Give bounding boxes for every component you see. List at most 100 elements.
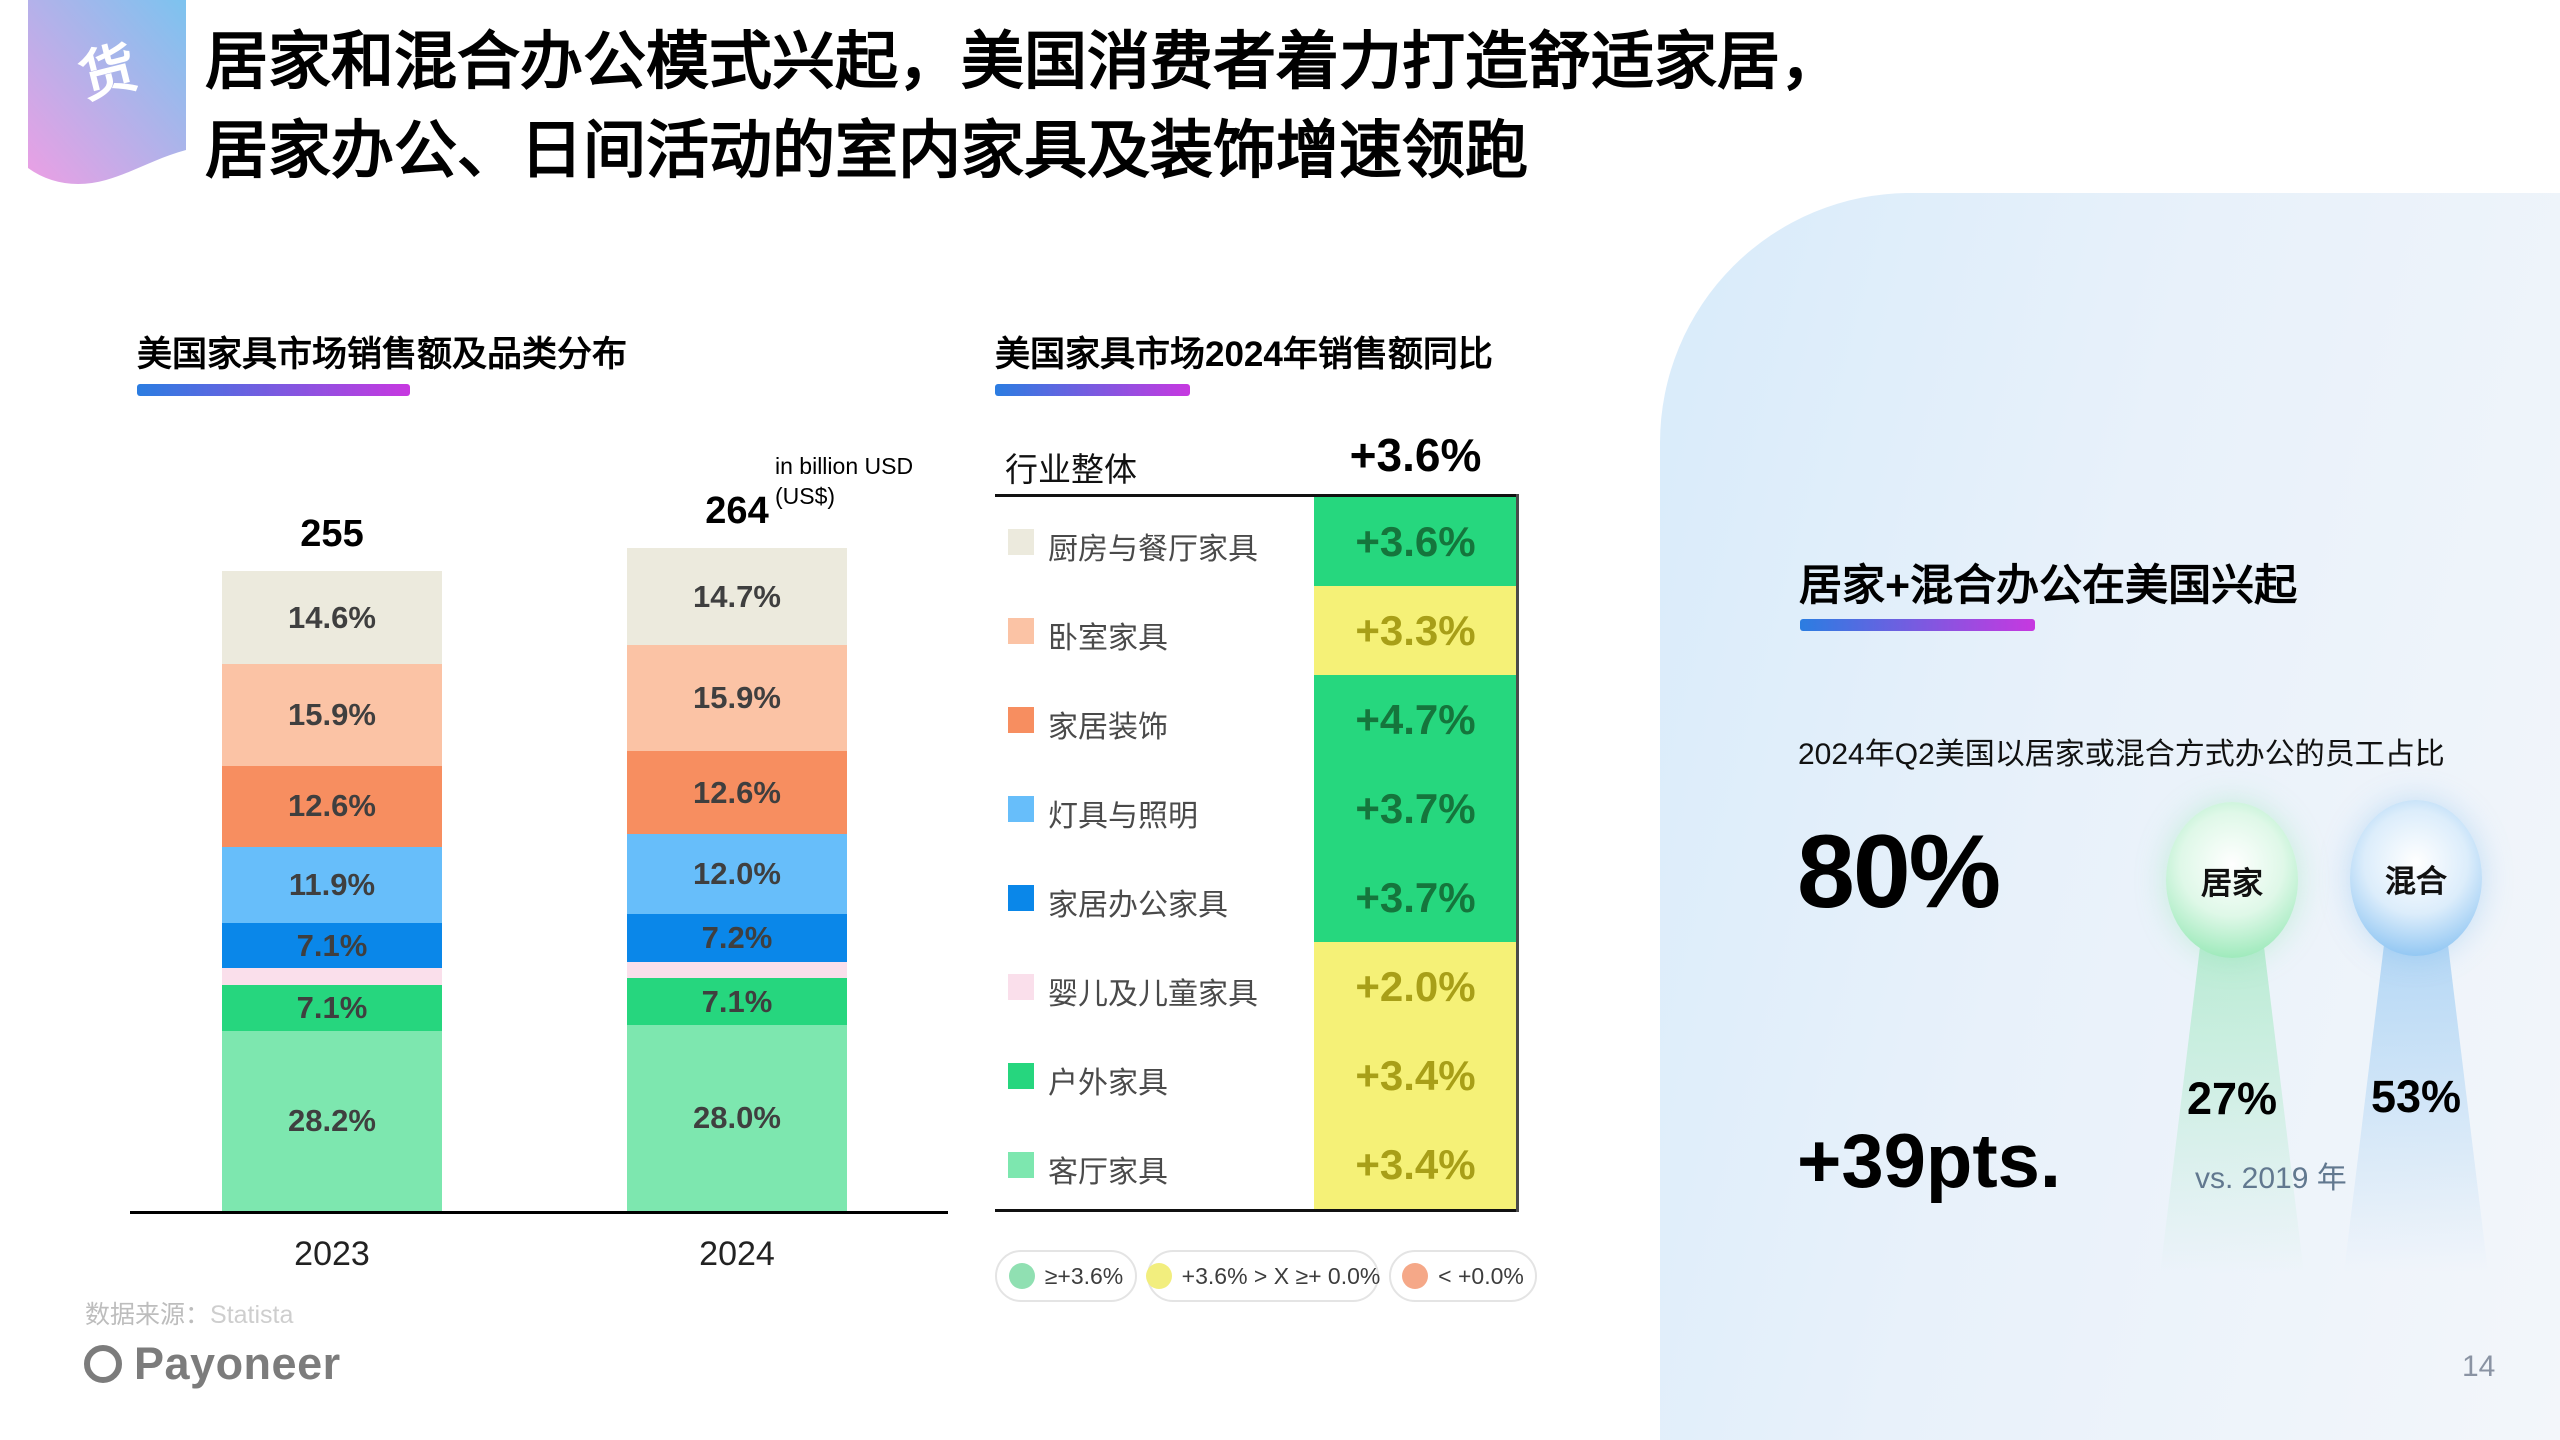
balloon-value: 53% — [2370, 1071, 2462, 1122]
category-label: 厨房与餐厅家具 — [1048, 532, 1258, 566]
panel-headline-value: 80% — [1797, 814, 2001, 930]
left-chart-title: 美国家具市场销售额及品类分布 — [137, 335, 628, 374]
category-swatch — [1008, 1062, 1034, 1089]
category-label: 家居办公家具 — [1048, 888, 1228, 922]
category-label: 婴儿及儿童家具 — [1048, 977, 1258, 1011]
bar-segment-value: 7.1% — [296, 928, 368, 963]
bar-segment-value: 12.6% — [288, 788, 376, 824]
category-swatch — [1008, 973, 1034, 1000]
category-yoy-value: +3.3% — [1355, 607, 1476, 654]
bar-segment-value: 11.9% — [288, 866, 376, 902]
legend-label: ≥+3.6% — [1044, 1262, 1124, 1289]
page-number: 14 — [2462, 1350, 2496, 1383]
mid-chart-title: 美国家具市场2024年销售额同比 — [995, 335, 1493, 374]
slide-title: 居家和混合办公模式兴起，美国消费者着力打造舒适家居， 居家办公、日间活动的室内家… — [205, 18, 2525, 197]
bar-segment-value: 28.2% — [288, 1102, 376, 1138]
category-label: 卧室家具 — [1048, 621, 1168, 655]
slide-title-line-1: 居家和混合办公模式兴起，美国消费者着力打造舒适家居， — [205, 27, 1843, 97]
category-swatch — [1008, 1151, 1034, 1178]
category-swatch — [1008, 795, 1034, 822]
category-label: 灯具与照明 — [1048, 799, 1198, 833]
table-top-line — [995, 494, 1519, 497]
mid-header-label: 行业整体 — [1005, 451, 1137, 488]
legend-pill: < +0.0% — [1389, 1250, 1537, 1302]
category-badge: 货 — [28, 0, 186, 192]
bar-total-value: 264 — [705, 490, 769, 532]
payoneer-logo: Payoneer — [84, 1338, 341, 1390]
bar-segment-2024-5: 7.2% — [627, 913, 847, 962]
balloon-label: 混合 — [2385, 863, 2447, 899]
balloon-value: 27% — [2186, 1073, 2278, 1124]
bar-segment-2023-4: 11.9% — [222, 846, 442, 923]
x-axis-line — [130, 1211, 948, 1214]
panel-subtitle: 2024年Q2美国以居家或混合方式办公的员工占比 — [1798, 738, 2445, 771]
legend-dot — [1145, 1263, 1172, 1289]
balloon-label: 居家 — [2201, 865, 2263, 901]
legend-dot — [1008, 1263, 1035, 1289]
payoneer-logo-icon — [84, 1345, 122, 1383]
right-info-panel: 居家+混合办公在美国兴起 2024年Q2美国以居家或混合方式办公的员工占比 80… — [1660, 193, 2560, 1440]
bar-segment-2024-6 — [627, 961, 847, 979]
bar-segment-2023-2: 15.9% — [222, 664, 442, 767]
balloon-group: 居家 27% 混合 53% — [1660, 193, 2560, 1440]
mid-chart-title-underline — [995, 384, 1190, 396]
category-yoy-value: +3.7% — [1355, 785, 1476, 832]
category-swatch — [1008, 706, 1034, 733]
bar-segment-2023-3: 12.6% — [222, 766, 442, 847]
category-swatch — [1008, 884, 1034, 911]
panel-delta-note: vs. 2019 年 — [2195, 1162, 2347, 1195]
category-swatch — [1008, 528, 1034, 555]
balloon-blue: 混合 — [2350, 800, 2482, 956]
category-yoy-value: +2.0% — [1355, 963, 1476, 1010]
bar-segment-value: 12.6% — [693, 774, 781, 810]
legend-pill: +3.6% > X ≥+ 0.0% — [1145, 1250, 1381, 1302]
category-label: 家居装饰 — [1048, 710, 1168, 744]
bar-segment-2024-7: 7.1% — [627, 978, 847, 1026]
legend-dot — [1402, 1263, 1429, 1289]
legend-label: +3.6% > X ≥+ 0.0% — [1181, 1262, 1381, 1289]
bar-segment-value: 7.2% — [701, 919, 773, 955]
bar-segment-2023-5: 7.1% — [222, 923, 442, 969]
bar-segment-2024-1: 14.7% — [627, 548, 847, 646]
bar-segment-2024-2: 15.9% — [627, 645, 847, 751]
balloon-green: 居家 — [2166, 802, 2298, 958]
left-chart-title-underline — [137, 384, 410, 396]
category-yoy-value: +3.7% — [1355, 874, 1476, 921]
category-yoy-value: +4.7% — [1355, 696, 1476, 743]
bar-segment-2023-7: 7.1% — [222, 985, 442, 1031]
table-bottom-line — [995, 1209, 1519, 1212]
bar-segment-value: 28.0% — [693, 1100, 781, 1136]
panel-title: 居家+混合办公在美国兴起 — [1799, 562, 2298, 610]
unit-note: in billion USD (US$) — [775, 453, 914, 509]
bar-segment-2023-8: 28.2% — [222, 1030, 442, 1211]
category-yoy-value: +3.4% — [1355, 1141, 1476, 1188]
bar-segment-2024-3: 12.6% — [627, 750, 847, 835]
category-yoy-value: +3.4% — [1355, 1052, 1476, 1099]
stacked-bar-chart: 美国家具市场销售额及品类分布 14.6% 15.9% 12.6% 11.9% 7.1% 7.… — [0, 0, 990, 1290]
bar-segment-value: 7.1% — [296, 990, 368, 1026]
category-label: 户外家具 — [1048, 1066, 1168, 1100]
value-column-right-line — [1516, 494, 1519, 1212]
category-swatch — [1008, 617, 1034, 644]
bar-segment-value: 7.1% — [701, 984, 773, 1020]
panel-title-underline — [1800, 619, 2035, 631]
bar-segment-value: 12.0% — [693, 856, 781, 892]
legend-label: < +0.0% — [1438, 1262, 1524, 1289]
bar-segment-value: 15.9% — [288, 697, 376, 733]
data-source-value: Statista — [210, 1301, 294, 1329]
bar-segment-2024-4: 12.0% — [627, 834, 847, 914]
value-band-yellow — [1314, 942, 1517, 1209]
panel-delta-value: +39pts. — [1797, 1119, 2062, 1204]
legend-pill: ≥+3.6% — [995, 1250, 1137, 1302]
bar-segment-2023-1: 14.6% — [222, 571, 442, 665]
bar-segment-value: 14.7% — [693, 579, 781, 614]
mid-header-value: +3.6% — [1349, 429, 1482, 481]
value-band-green — [1314, 497, 1517, 586]
bar-segment-value: 14.6% — [288, 600, 376, 635]
data-source-label: 数据来源： — [85, 1301, 211, 1329]
slide-title-line-2: 居家办公、日间活动的室内家具及装饰增速领跑 — [205, 116, 1528, 187]
yoy-table-chart: 美国家具市场2024年销售额同比 行业整体 +3.6% 厨房与餐厅家具 +3.6% 卧室家… — [995, 335, 1537, 1302]
category-label: 客厅家具 — [1048, 1155, 1168, 1189]
badge-ribbon-shape — [28, 0, 186, 184]
